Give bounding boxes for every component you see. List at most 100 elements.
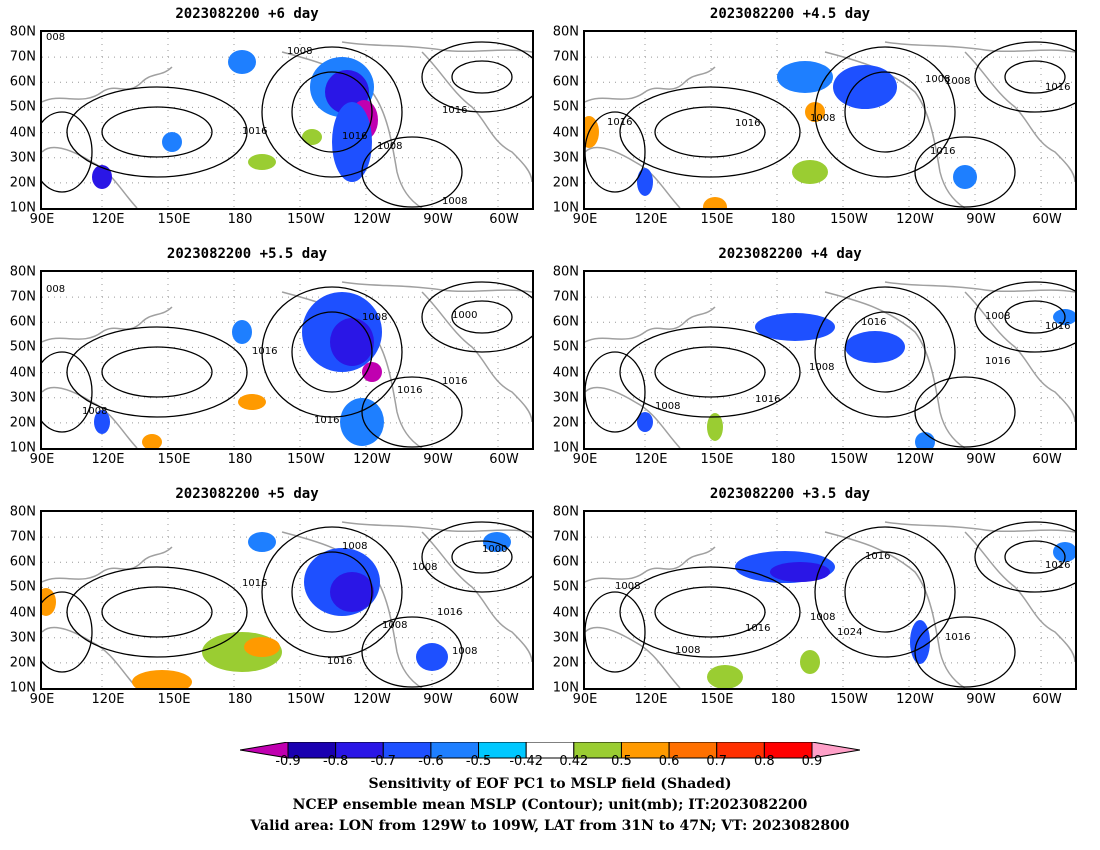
colorbar-label: -0.42: [509, 754, 543, 769]
mslp-contour: [814, 286, 956, 418]
mslp-contour: [974, 41, 1075, 113]
contour-label: 1016: [945, 632, 970, 643]
contour-label: 1008: [809, 362, 834, 373]
lon-label: 180: [227, 452, 253, 467]
coastline: [964, 291, 1075, 423]
sensitivity-shading: [330, 572, 374, 612]
lon-label: 60W: [1032, 212, 1062, 227]
mslp-contour: [361, 376, 463, 448]
contour-label: 1016: [1045, 321, 1070, 332]
coastline: [585, 66, 716, 103]
sensitivity-shading: [637, 412, 653, 432]
sensitivity-shading: [703, 197, 727, 208]
mslp-contour: [421, 521, 532, 593]
coastline: [42, 146, 138, 208]
coastline: [341, 521, 532, 533]
contour-label: 1016: [242, 126, 267, 137]
lon-label: 120W: [896, 212, 934, 227]
coastline: [42, 66, 173, 103]
mslp-contour: [42, 111, 93, 193]
mslp-contour: [844, 551, 926, 633]
contour-label: 1016: [314, 415, 339, 426]
contour-label: 1016: [342, 131, 367, 142]
sensitivity-shading: [707, 413, 723, 441]
sensitivity-shading: [42, 588, 56, 616]
lat-label: 30N: [9, 630, 36, 646]
sensitivity-shading: [340, 398, 384, 446]
colorbar-label: -0.5: [465, 754, 492, 769]
panel-title: 2023082200 +3.5 day: [709, 486, 871, 502]
mslp-contour: [451, 300, 513, 334]
map-frame: 008 1008 1000 1016 1016 1016 1008 1016: [40, 270, 534, 450]
contour-label: 1016: [437, 607, 462, 618]
lon-label: 120E: [634, 692, 668, 707]
coastline: [585, 546, 716, 583]
lon-label: 180: [227, 692, 253, 707]
caption-line-2: NCEP ensemble mean MSLP (Contour); unit(…: [292, 797, 808, 813]
panel-title: 2023082200 +5.5 day: [166, 246, 328, 262]
lat-label: 30N: [9, 390, 36, 406]
lat-label: 20N: [552, 175, 579, 191]
lon-label: 180: [770, 452, 796, 467]
lat-label: 20N: [552, 415, 579, 431]
sensitivity-shading: [362, 362, 382, 382]
contour-label: 1016: [985, 356, 1010, 367]
map-panel: 2023082200 +6 day 80N 70N 60N 50N 40N 30N 20N 10…: [0, 6, 534, 246]
map-frame: 1008 1000 1008 1016 1016 1008 1016 1008: [40, 510, 534, 690]
lon-label: 60W: [489, 212, 519, 227]
mslp-contour: [654, 586, 766, 638]
lat-label: 10N: [552, 680, 579, 696]
mslp-contour: [66, 566, 248, 658]
coastline: [42, 626, 138, 688]
contour-label: 1008: [442, 196, 467, 207]
sensitivity-shading: [162, 132, 182, 152]
lat-label: 60N: [552, 314, 579, 330]
sensitivity-shading: [770, 562, 830, 582]
lat-label: 50N: [552, 339, 579, 355]
lat-label: 60N: [9, 314, 36, 330]
lat-label: 10N: [9, 680, 36, 696]
lat-label: 80N: [552, 264, 579, 280]
lon-label: 60W: [489, 452, 519, 467]
lon-label: 150E: [157, 452, 191, 467]
mslp-contour: [1004, 300, 1066, 334]
mslp-contour: [261, 46, 403, 178]
lat-label: 30N: [9, 150, 36, 166]
lat-label: 40N: [9, 605, 36, 621]
lon-label: 90W: [423, 212, 453, 227]
colorbar-label: -0.6: [418, 754, 444, 769]
sensitivity-shading: [755, 313, 835, 341]
map-panel: 2023082200 +5.5 day 80N 70N 60N 50N 40N 30N 20N…: [0, 246, 534, 486]
contour-label: 1008: [985, 311, 1010, 322]
mslp-contour: [585, 351, 646, 433]
colorbar-label: 0.9: [801, 754, 823, 769]
contour-label: 1016: [735, 118, 760, 129]
colorbar: [240, 742, 860, 759]
mslp-contour: [619, 566, 801, 658]
coastline: [281, 531, 423, 688]
lat-label: 70N: [9, 49, 36, 65]
sensitivity-shading: [232, 320, 252, 344]
contour-label: 1016: [930, 146, 955, 157]
coastline: [421, 531, 532, 663]
lon-label: 180: [770, 212, 796, 227]
sensitivity-shading: [910, 620, 930, 664]
lon-label: 60W: [1032, 692, 1062, 707]
colorbar-label: 0.7: [706, 754, 728, 769]
map-plot: 008 1008 1000 1016 1016 1016 1008 1016: [42, 272, 532, 448]
lat-label: 80N: [9, 504, 36, 520]
lon-label: 150W: [287, 452, 325, 467]
mslp-contour: [421, 281, 532, 353]
mslp-contour: [361, 136, 463, 208]
mslp-contour: [619, 326, 801, 418]
caption-line-1: Sensitivity of EOF PC1 to MSLP field (Sh…: [368, 776, 732, 792]
contour-label: 008: [46, 32, 65, 43]
lat-label: 40N: [9, 365, 36, 381]
lon-label: 150W: [830, 692, 868, 707]
contour-label: 1016: [861, 317, 886, 328]
contour-label: 1016: [397, 385, 422, 396]
coastline: [421, 291, 532, 423]
lon-label: 150W: [287, 212, 325, 227]
lon-label: 150E: [700, 452, 734, 467]
sensitivity-shading: [1053, 309, 1075, 325]
